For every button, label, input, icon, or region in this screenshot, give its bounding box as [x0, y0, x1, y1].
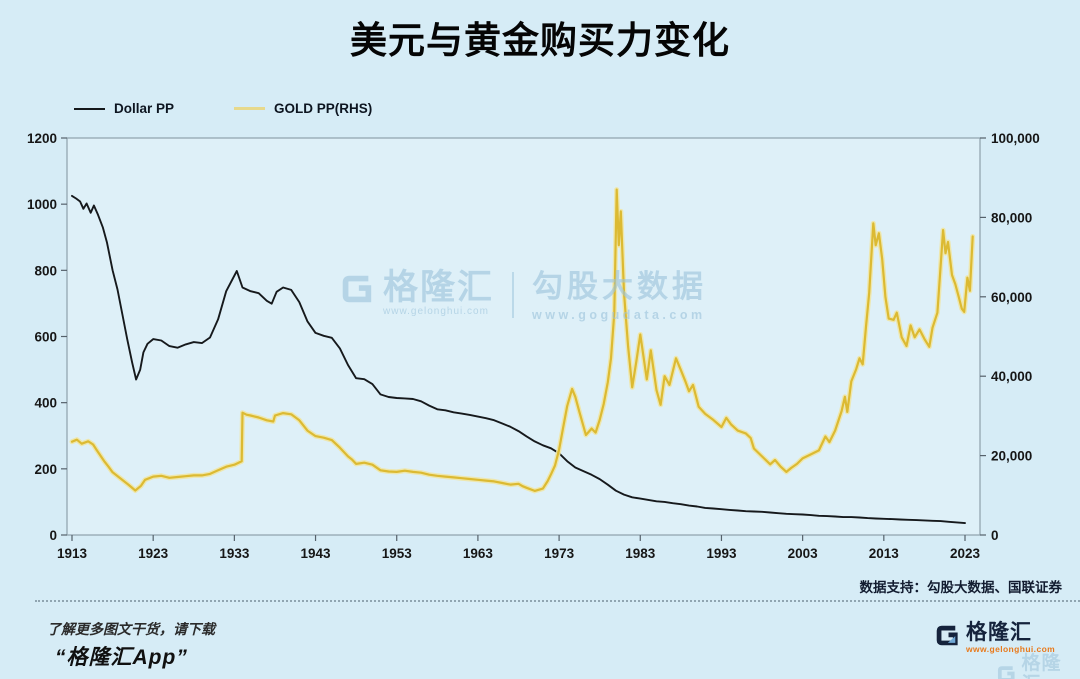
gelonghui-logo-icon [936, 625, 958, 646]
page-title: 美元与黄金购买力变化 [350, 20, 730, 61]
left-tick-label: 600 [34, 330, 57, 345]
legend-label-dollar: Dollar PP [114, 101, 175, 116]
gelonghui-logo-icon [997, 666, 1015, 679]
x-tick-label: 1923 [138, 546, 169, 561]
left-tick-label: 1200 [27, 131, 57, 146]
right-tick-label: 0 [991, 528, 999, 543]
gold-line-swatch-icon [234, 107, 266, 110]
legend-item-gold: GOLD PP(RHS) [234, 101, 372, 116]
brand-url: www.gelonghui.com [966, 644, 1056, 654]
footer-app-name: “格隆汇App” [55, 646, 188, 669]
x-tick-label: 2013 [869, 546, 900, 561]
gold-pp-line [70, 188, 974, 492]
brand-name: 格隆汇 [966, 621, 1032, 644]
dollar-pp-line [71, 194, 966, 525]
x-tick-label: 2003 [788, 546, 819, 561]
chart-legend: Dollar PP GOLD PP(RHS) [74, 101, 372, 116]
brand-logo: 格隆汇 www.gelonghui.com 格隆汇 [933, 622, 1080, 679]
left-tick-label: 800 [34, 263, 57, 278]
legend-label-gold: GOLD PP(RHS) [274, 101, 373, 116]
source-note: 数据支持：勾股大数据、国联证券 [859, 580, 1063, 595]
x-tick-label: 1933 [219, 546, 250, 561]
x-tick-label: 2023 [950, 546, 981, 561]
right-tick-label: 100,000 [991, 131, 1040, 146]
dollar-line-swatch-icon [74, 107, 105, 110]
footer-promo-text: 了解更多图文干货，请下载 [47, 621, 215, 637]
legend-item-dollar: Dollar PP [74, 101, 174, 116]
x-tick-label: 1993 [706, 546, 737, 561]
x-tick-label: 1983 [625, 546, 656, 561]
line-chart: 1913 1923 1933 1943 1953 1963 1973 1983 1993 2003… [27, 131, 1040, 561]
x-tick-label: 1953 [382, 546, 413, 561]
left-tick-label: 0 [49, 528, 57, 543]
x-tick-label: 1963 [463, 546, 494, 561]
left-tick-label: 200 [34, 462, 57, 477]
left-tick-label: 1000 [27, 197, 57, 212]
brand-echo-name: 格隆汇 [1021, 653, 1062, 679]
x-tick-label: 1943 [301, 546, 332, 561]
right-tick-label: 20,000 [991, 449, 1032, 464]
left-tick-label: 400 [34, 396, 57, 411]
brand-logo-echo: 格隆汇 [995, 653, 1080, 679]
x-tick-label: 1973 [544, 546, 575, 561]
right-tick-label: 60,000 [991, 290, 1032, 305]
right-tick-label: 40,000 [991, 369, 1032, 384]
dotted-divider [35, 600, 1080, 602]
x-tick-label: 1913 [57, 546, 88, 561]
right-tick-label: 80,000 [991, 210, 1032, 225]
